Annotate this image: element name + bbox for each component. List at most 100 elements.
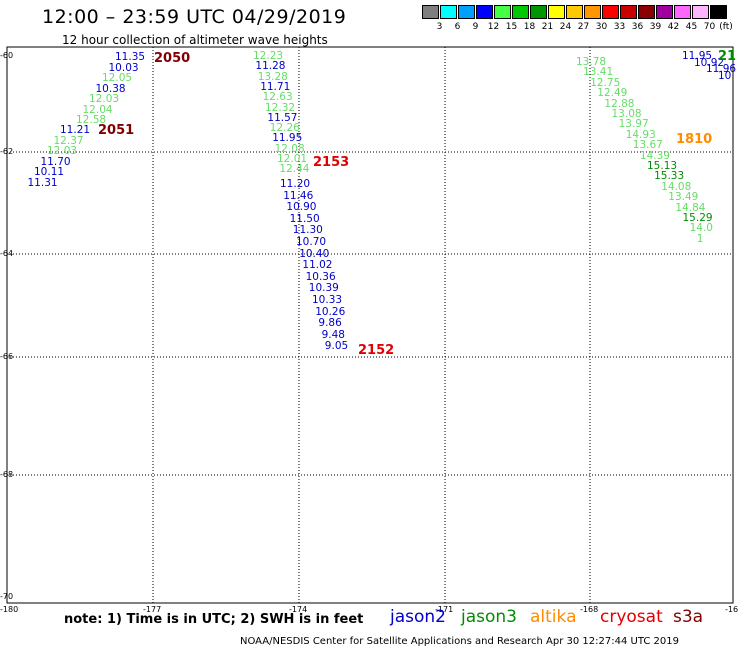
wave-height-value: 14.39: [639, 149, 670, 162]
wave-height-value: 9.86: [318, 317, 342, 330]
wave-height-value: 11.28: [255, 60, 286, 73]
wave-height-value: 11.95: [682, 50, 713, 62]
color-swatch-label: 21: [541, 22, 554, 32]
wave-height-value: 14.0: [689, 222, 713, 235]
units-note: note: 1) Time is in UTC; 2) SWH is in fe…: [64, 612, 364, 627]
wave-height-value: 11.46: [283, 189, 314, 202]
color-unit-label: (ft): [719, 22, 733, 32]
wave-height-value: 11.57: [267, 111, 298, 124]
color-swatch-label: 6: [454, 22, 461, 32]
latitude-label: -66: [0, 352, 14, 361]
latitude-label: -62: [0, 147, 14, 156]
wave-height-value: 13.41: [583, 66, 614, 79]
legend-s3a: s3a: [673, 607, 704, 627]
wave-height-value: 11.20: [280, 178, 311, 190]
latitude-label: -70: [0, 592, 14, 601]
wave-height-value: 13.78: [576, 56, 607, 68]
pass-number-label: 2050: [154, 51, 191, 66]
latitude-label: -64: [0, 249, 14, 258]
latitude-label: -68: [0, 470, 14, 479]
longitude-label: -16: [725, 605, 739, 614]
color-swatch: [422, 5, 439, 19]
wave-height-value: 12.08: [274, 142, 305, 155]
wave-height-value: 11.50: [289, 212, 320, 225]
color-swatch-label: 18: [523, 22, 536, 32]
color-swatch-label: 15: [505, 22, 518, 32]
wave-height-value: 15.33: [654, 170, 685, 183]
wave-height-value: 15.29: [682, 212, 713, 224]
pass-number-label: 2152: [358, 343, 395, 358]
wave-height-value: 10.90: [286, 201, 317, 214]
legend-jason2: jason2: [390, 607, 446, 627]
wave-height-value: 14.84: [675, 201, 706, 214]
wave-height-value: 12.58: [76, 114, 107, 126]
color-swatch: [458, 5, 475, 19]
color-swatch-label: 12: [487, 22, 500, 32]
wave-height-value: 10.11: [34, 166, 65, 178]
wave-height-value: 12.32: [265, 101, 296, 114]
color-swatch: [638, 5, 655, 19]
wave-height-value: 10.36: [305, 270, 336, 283]
color-swatch-label: 30: [595, 22, 608, 32]
color-swatch-label: 39: [649, 22, 662, 32]
legend-jason3: jason3: [461, 607, 517, 627]
wave-height-value: 13.28: [257, 70, 288, 83]
wave-height-value: 10.26: [315, 305, 346, 318]
footer-credit: NOAA/NESDIS Center for Satellite Applica…: [240, 636, 679, 647]
map-subtitle: 12 hour collection of altimeter wave hei…: [62, 33, 328, 47]
color-swatch: [710, 5, 727, 19]
latitude-label: -60: [0, 51, 14, 60]
wave-height-value: 13.67: [632, 139, 663, 152]
color-swatch: [602, 5, 619, 19]
longitude-label: -177: [143, 605, 162, 614]
map-title: 12:00 – 23:59 UTC 04/29/2019: [42, 6, 347, 28]
wave-height-value: 13.49: [668, 191, 699, 204]
longitude-label: -174: [289, 605, 308, 614]
color-swatch: [476, 5, 493, 19]
wave-height-value: 12.05: [102, 72, 133, 84]
wave-height-value: 10.40: [299, 247, 330, 260]
wave-height-value: 12.49: [597, 87, 628, 100]
color-swatch-label: 33: [613, 22, 626, 32]
wave-height-value: 11.71: [260, 80, 291, 93]
wave-height-value: 12.03: [47, 145, 78, 157]
wave-height-value: 10: [718, 69, 732, 82]
wave-height-value: 12.23: [253, 50, 284, 62]
wave-height-value: 10.39: [308, 282, 339, 295]
color-swatch-label: 3: [436, 22, 443, 32]
wave-height-value: 10.92: [694, 56, 725, 69]
legend-altika: altika: [530, 607, 577, 627]
color-swatch: [566, 5, 583, 19]
longitude-label: -168: [580, 605, 599, 614]
color-swatch-label: 42: [667, 22, 680, 32]
wave-height-value: 14.93: [625, 128, 656, 141]
wave-height-value: 12.44: [279, 163, 310, 176]
map-frame: [6, 46, 734, 604]
color-swatch: [620, 5, 637, 19]
color-swatch: [584, 5, 601, 19]
wave-height-value: 11.35: [115, 51, 146, 63]
wave-height-value: 12.63: [262, 91, 293, 104]
wave-height-value: 14.08: [661, 180, 692, 193]
pass-number-label: 2153: [313, 155, 350, 170]
wave-height-value: 12.03: [89, 93, 120, 105]
color-swatch: [530, 5, 547, 19]
wave-height-value: 1: [696, 232, 704, 245]
longitude-label: -180: [0, 605, 19, 614]
pass-number-label: 1810: [676, 132, 713, 147]
wave-height-value: 13.97: [618, 118, 649, 131]
wave-height-value: 10.33: [312, 294, 343, 306]
wave-height-value: 11.96: [706, 63, 737, 75]
lat-lon-grid: [7, 47, 733, 603]
wave-height-value: 13.08: [611, 108, 642, 120]
wave-height-value: 11.02: [302, 259, 333, 272]
wave-height-value: 12.75: [590, 76, 621, 89]
wave-height-value: 11.95: [272, 132, 303, 145]
color-swatch-label: 45: [685, 22, 698, 32]
color-swatch: [512, 5, 529, 19]
pass-number-label: 2051: [98, 123, 135, 138]
wave-height-value: 11.31: [27, 176, 58, 189]
wave-height-value: 9.05: [324, 340, 349, 353]
color-swatch: [440, 5, 457, 19]
wave-height-value: 10.38: [95, 82, 126, 95]
